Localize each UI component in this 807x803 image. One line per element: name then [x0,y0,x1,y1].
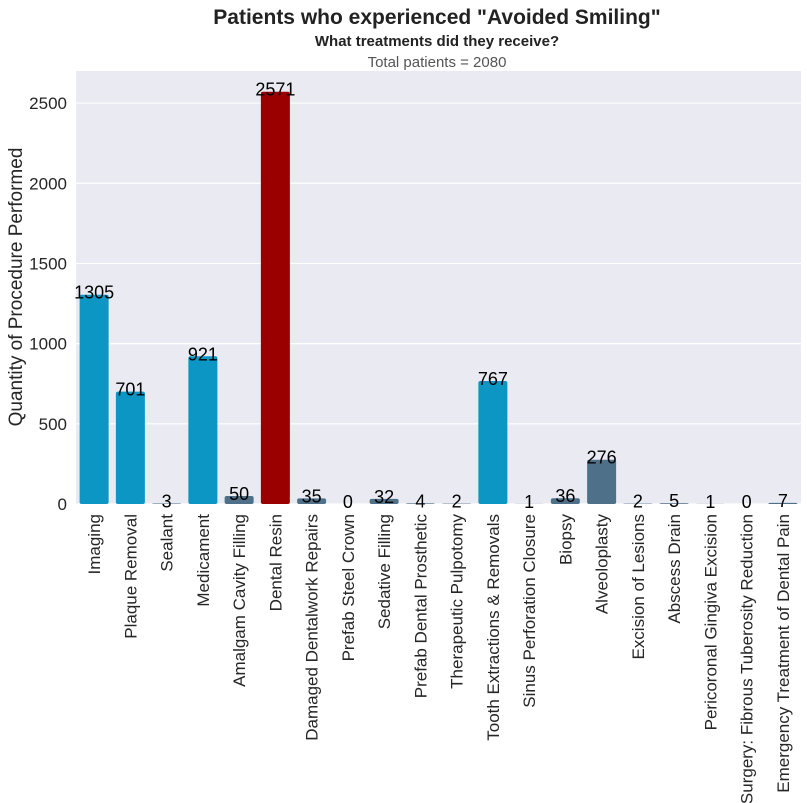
y-tick-label: 0 [58,495,67,514]
x-tick-label: Abscess Drain [665,514,684,624]
bar [79,294,109,504]
data-label: 921 [188,344,218,364]
y-tick-label: 500 [39,415,67,434]
x-tick-label: Damaged Dentalwork Repairs [303,514,322,741]
data-label: 276 [587,448,617,468]
y-tick-label: 1500 [29,254,67,273]
y-tick-label: 2000 [29,174,67,193]
data-label: 36 [555,486,575,506]
data-label: 0 [742,492,752,512]
data-label: 2 [452,492,462,512]
chart-subtitle: What treatments did they receive? [315,33,559,50]
data-label: 5 [669,491,679,511]
data-label: 1 [705,492,715,512]
y-axis-label: Quantity of Procedure Performed [6,148,27,427]
bar [478,380,508,504]
data-label: 4 [415,491,425,511]
x-tick-label: Amalgam Cavity Filling [230,514,249,687]
data-label: 7 [778,491,788,511]
data-label: 2 [633,492,643,512]
bar [297,498,327,504]
data-label: 0 [343,492,353,512]
data-label: 701 [115,380,145,400]
x-axis-ticks: Imaging Plaque Removal Sealant Medicament Am… [85,514,793,803]
y-tick-label: 1000 [29,335,67,354]
total-patients-note: Total patients = 2080 [368,54,507,71]
x-tick-label: Surgery: Fibrous Tuberosity Reduction [738,514,757,803]
bar [659,503,689,504]
bar [188,356,218,504]
bar [369,498,399,504]
x-tick-label: Alveoloplasty [593,514,612,615]
x-tick-label: Medicament [194,514,213,607]
bar [768,502,798,504]
data-label: 2571 [255,80,295,100]
data-label: 1305 [74,283,114,303]
x-tick-label: Dental Resin [266,514,285,611]
x-tick-label: Tooth Extractions & Removals [484,514,503,741]
x-tick-label: Therapeutic Pulpotomy [448,514,467,689]
x-tick-label: Pericoronal Gingiva Excision [701,514,720,730]
bar [260,91,290,504]
x-tick-label: Emergency Treatment of Dental Pain [774,514,793,793]
x-tick-label: Sealant [158,514,177,572]
x-tick-label: Sedative Filling [375,514,394,629]
x-tick-label: Biopsy [556,514,575,566]
x-tick-label: Prefab Steel Crown [339,514,358,661]
chart-title: Patients who experienced "Avoided Smilin… [213,6,660,29]
x-tick-label: Excision of Lesions [629,514,648,660]
data-label: 35 [302,486,322,506]
bar [550,498,580,504]
data-label: 1 [524,492,534,512]
bar [587,459,617,504]
bar [405,503,435,504]
bar [224,495,254,504]
data-label: 50 [229,484,249,504]
x-tick-label: Sinus Perforation Closure [520,514,539,708]
data-label: 32 [374,487,394,507]
plot-area [76,71,801,504]
x-tick-label: Plaque Removal [121,514,140,639]
x-tick-label: Prefab Dental Prosthetic [411,514,430,699]
y-tick-label: 2500 [29,94,67,113]
data-labels: 1305 701 3 921 50 2571 35 0 32 4 2 767 1 36 276 2 5 1 0 7 [74,80,788,512]
bars [79,91,798,504]
y-axis-ticks: 0 500 1000 1500 2000 2500 [29,94,67,514]
bar [115,391,145,504]
x-tick-label: Imaging [85,514,104,574]
data-label: 767 [478,369,508,389]
data-label: 3 [162,492,172,512]
